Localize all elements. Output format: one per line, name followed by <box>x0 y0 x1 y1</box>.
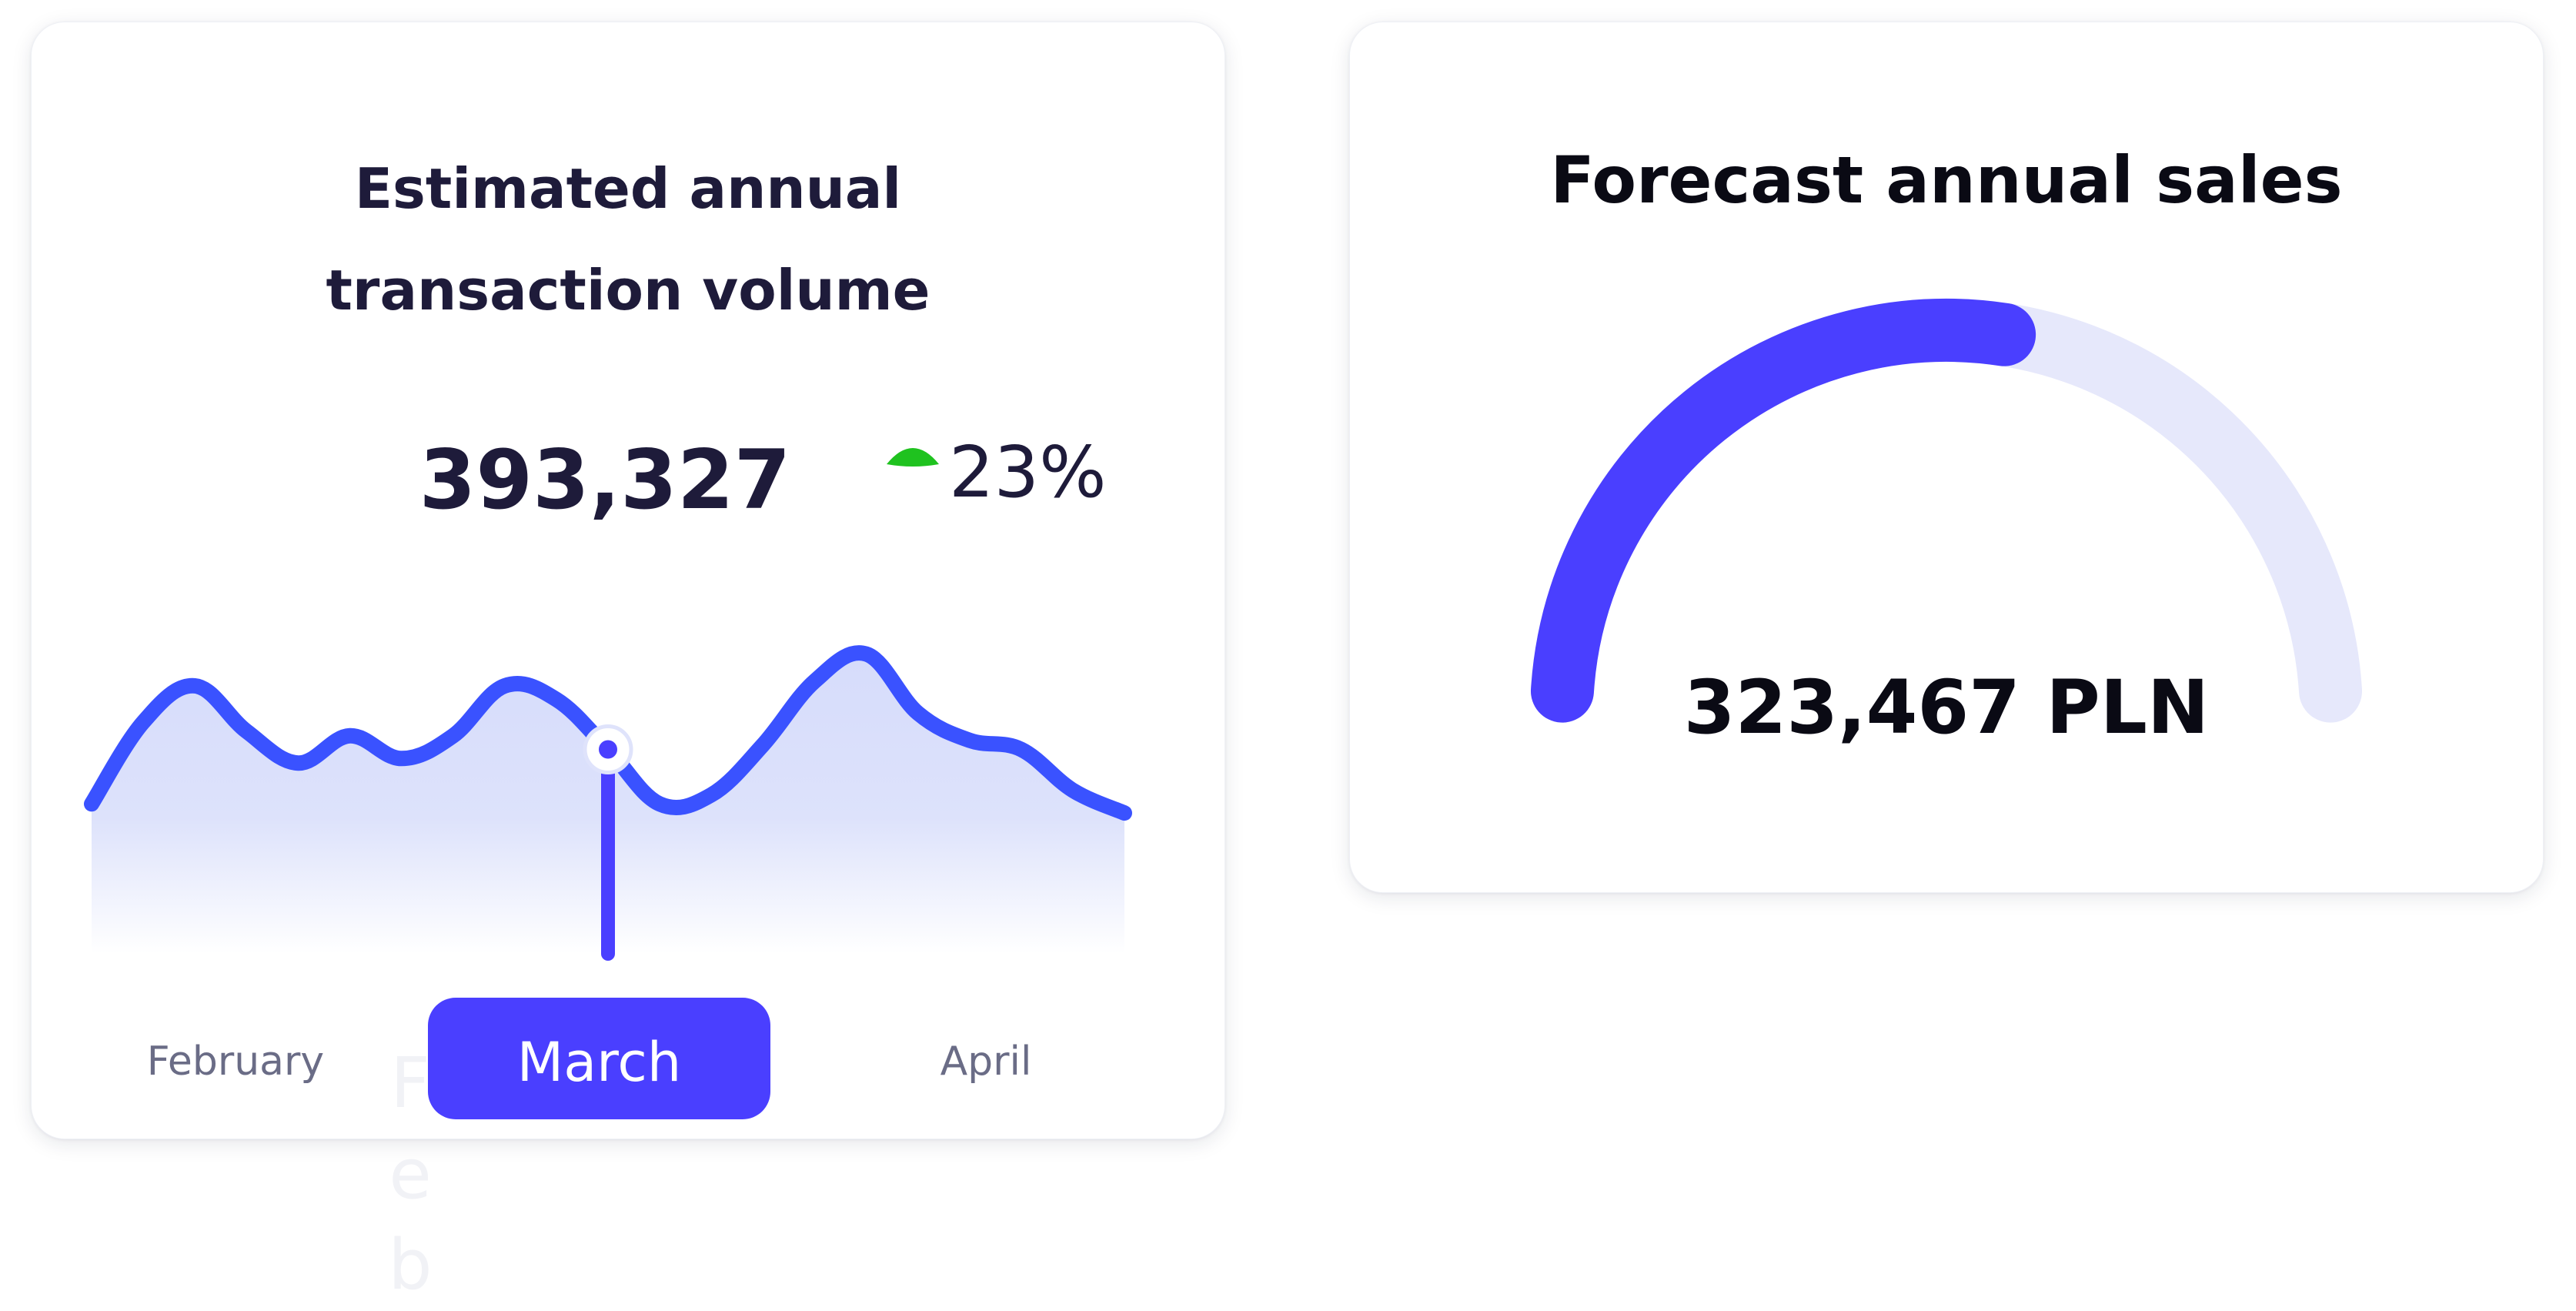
forecast-sales-card: Forecast annual sales 323,467 PLN <box>1349 22 2544 893</box>
title-line-1: Estimated annual <box>354 156 902 221</box>
transaction-volume-value: 393,327 <box>419 433 791 527</box>
month-tab-march[interactable]: March <box>428 998 770 1119</box>
triangle-up-icon <box>887 448 939 467</box>
ghost-letter-f: F <box>390 1043 430 1124</box>
title-line-2: transaction volume <box>326 258 931 323</box>
area-chart <box>84 645 1132 961</box>
month-tab-april[interactable]: April <box>940 1038 1032 1085</box>
transaction-volume-title: Estimated annual transaction volume <box>32 138 1225 341</box>
forecast-sales-title: Forecast annual sales <box>1550 142 2343 218</box>
marker-point-center <box>599 740 617 759</box>
forecast-sales-value: 323,467 PLN <box>1683 664 2210 751</box>
transaction-volume-card: Estimated annual transaction volume 393,… <box>31 22 1225 1306</box>
sales-gauge <box>1530 299 2363 723</box>
gauge-track <box>1530 299 2363 723</box>
ghost-letter-b: b <box>388 1225 433 1306</box>
trend-percentage: 23% <box>949 431 1107 513</box>
ghost-letter-e: e <box>389 1134 432 1215</box>
gauge-fill <box>1530 299 2036 723</box>
month-tab-february[interactable]: February <box>146 1038 325 1085</box>
